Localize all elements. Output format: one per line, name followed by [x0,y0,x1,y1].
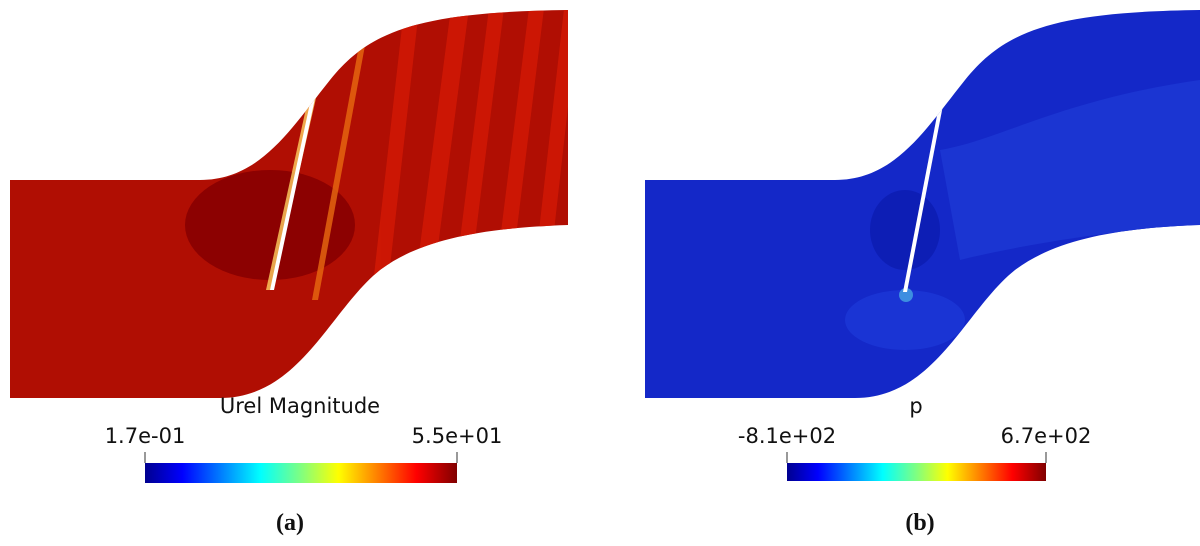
colorbar-max: 6.7e+02 [1001,424,1092,448]
colorbar-min: -8.1e+02 [738,424,836,448]
subfigure-label: (a) [276,510,304,536]
colorbar-title: p [909,394,922,418]
colorbar [145,463,457,483]
subfigure-label: (b) [905,510,934,536]
colorbar-title: Urel Magnitude [220,394,380,418]
colorbar-min: 1.7e-01 [105,424,186,448]
field-urel [10,10,568,398]
field-p [645,10,1200,398]
colorbar-max: 5.5e+01 [412,424,503,448]
colorbar [787,463,1046,481]
